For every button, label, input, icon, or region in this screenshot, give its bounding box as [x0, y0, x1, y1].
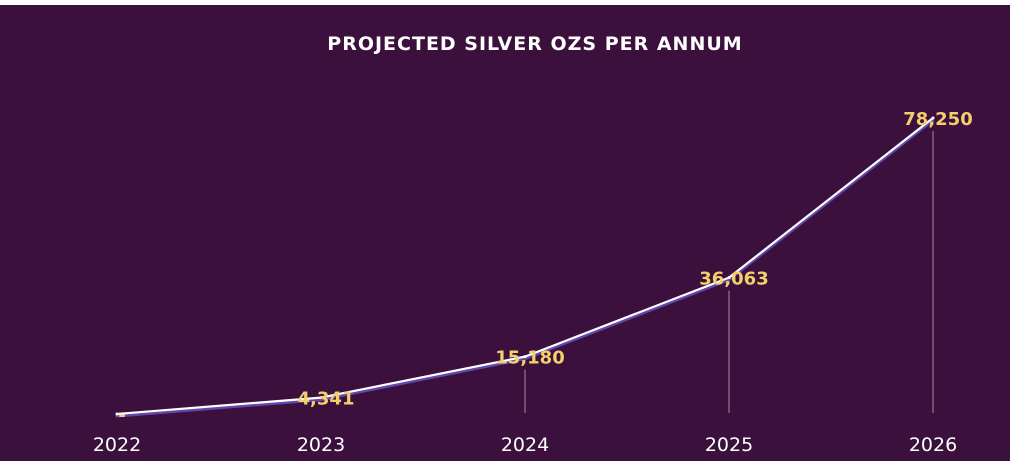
chart-background — [0, 5, 1010, 461]
chart-title: PROJECTED SILVER OZS PER ANNUM — [327, 33, 743, 55]
data-label-2022: - — [118, 405, 125, 426]
x-tick-label-2025: 2025 — [705, 434, 753, 456]
data-point-2023 — [319, 396, 323, 400]
data-point-2026 — [931, 116, 935, 120]
data-label-2024: 15,180 — [495, 348, 564, 369]
data-point-2024 — [523, 355, 527, 359]
data-label-2025: 36,063 — [699, 269, 768, 290]
x-tick-label-2023: 2023 — [297, 434, 345, 456]
data-point-2025 — [727, 276, 731, 280]
data-label-2026: 78,250 — [903, 109, 972, 130]
series-line-shadow — [115, 118, 935, 418]
data-label-2023: 4,341 — [298, 389, 355, 410]
x-tick-label-2024: 2024 — [501, 434, 549, 456]
x-tick-label-2022: 2022 — [93, 434, 141, 456]
x-tick-label-2026: 2026 — [909, 434, 957, 456]
data-point-2022 — [115, 412, 119, 416]
